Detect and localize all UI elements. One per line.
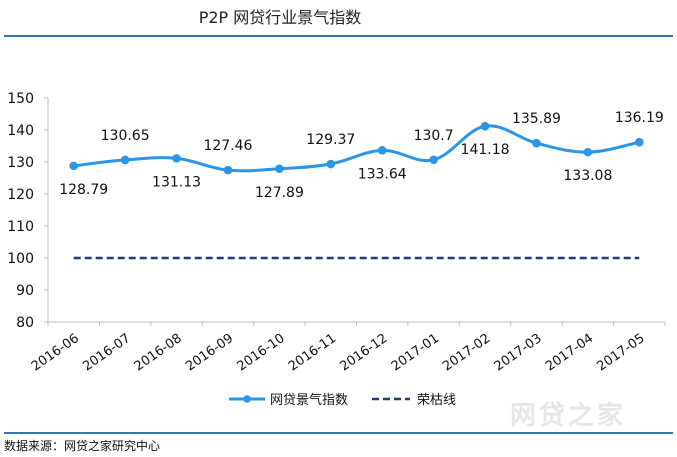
- data-point: [480, 121, 490, 131]
- legend-label-rongkuxian: 荣枯线: [417, 393, 456, 408]
- data-point: [532, 138, 541, 148]
- data-point: [429, 155, 438, 165]
- data-label: 127.89: [255, 185, 304, 201]
- chart-title: P2P 网贷行业景气指数: [198, 8, 362, 27]
- data-label: 133.64: [358, 166, 407, 182]
- y-tick-label: 90: [16, 283, 34, 299]
- x-tick-label: 2016-06: [29, 331, 82, 374]
- legend-marker-jingqi: [243, 395, 251, 403]
- data-label: 130.7: [414, 128, 454, 144]
- x-tick-label: 2016-11: [286, 331, 339, 374]
- x-tick-label: 2016-08: [132, 331, 185, 374]
- top-divider: [4, 35, 673, 37]
- y-tick-label: 100: [7, 251, 34, 267]
- x-tick-label: 2016-10: [235, 331, 288, 374]
- data-point: [275, 164, 284, 174]
- x-tick-label: 2017-04: [543, 331, 596, 374]
- y-tick-label: 150: [7, 91, 34, 107]
- legend-label-jingqi: 网贷景气指数: [270, 392, 348, 408]
- data-label: 131.13: [152, 174, 201, 190]
- data-point: [172, 154, 181, 163]
- y-tick-label: 80: [16, 315, 34, 331]
- x-tick-label: 2016-09: [183, 331, 236, 374]
- data-label: 129.37: [306, 132, 355, 148]
- data-label: 136.19: [615, 110, 664, 126]
- data-point: [583, 147, 593, 157]
- y-tick-label: 140: [7, 123, 34, 139]
- data-point: [326, 159, 336, 169]
- data-point: [120, 155, 130, 165]
- data-label: 128.79: [59, 182, 108, 198]
- series-line-jingqi: [73, 124, 640, 173]
- x-tick-label: 2017-05: [594, 331, 647, 374]
- watermark-logo: 网贷之家: [510, 401, 627, 431]
- x-tick-label: 2017-02: [440, 331, 493, 374]
- data-point: [69, 161, 79, 171]
- data-label: 127.46: [203, 138, 252, 154]
- x-tick-label: 2016-12: [337, 331, 390, 374]
- data-label: 130.65: [101, 128, 150, 144]
- x-tick-label: 2016-07: [80, 331, 133, 374]
- data-point: [634, 137, 644, 147]
- data-label: 135.89: [512, 111, 561, 127]
- x-tick-label: 2017-03: [492, 331, 545, 374]
- data-label: 141.18: [461, 142, 510, 158]
- data-source-note: 数据来源：网贷之家研究中心: [4, 439, 161, 453]
- data-point: [223, 165, 233, 175]
- x-tick-label: 2017-01: [389, 331, 442, 374]
- data-label: 133.08: [563, 168, 612, 184]
- y-tick-label: 120: [7, 187, 34, 203]
- bottom-divider: [4, 432, 673, 434]
- y-tick-label: 110: [7, 219, 34, 235]
- data-point: [377, 146, 387, 155]
- y-tick-label: 130: [7, 155, 34, 171]
